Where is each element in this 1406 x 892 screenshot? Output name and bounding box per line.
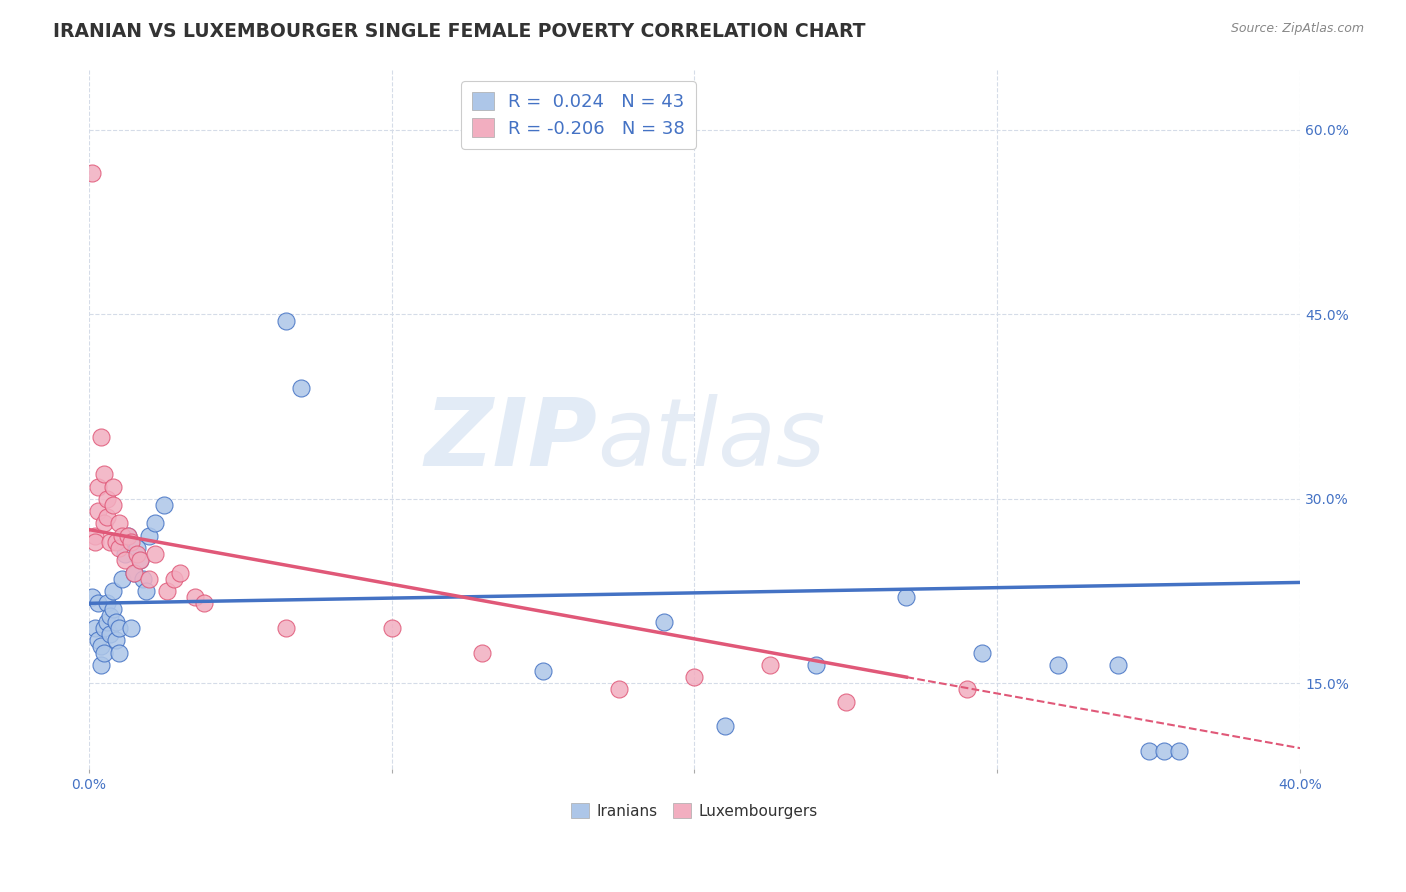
Point	[96, 615, 118, 629]
Point	[129, 553, 152, 567]
Point	[93, 516, 115, 531]
Point	[108, 621, 131, 635]
Point	[98, 608, 121, 623]
Point	[896, 590, 918, 604]
Point	[531, 664, 554, 678]
Point	[111, 572, 134, 586]
Point	[83, 534, 105, 549]
Point	[274, 313, 297, 327]
Point	[122, 566, 145, 580]
Legend: Iranians, Luxembourgers: Iranians, Luxembourgers	[564, 797, 824, 825]
Point	[87, 596, 110, 610]
Point	[381, 621, 404, 635]
Point	[105, 615, 128, 629]
Point	[956, 682, 979, 697]
Point	[1168, 744, 1191, 758]
Point	[90, 430, 112, 444]
Point	[129, 553, 152, 567]
Point	[117, 529, 139, 543]
Point	[80, 590, 103, 604]
Point	[80, 166, 103, 180]
Point	[101, 584, 124, 599]
Point	[713, 719, 735, 733]
Point	[156, 584, 179, 599]
Point	[87, 633, 110, 648]
Point	[101, 479, 124, 493]
Point	[471, 646, 494, 660]
Point	[122, 566, 145, 580]
Point	[101, 498, 124, 512]
Point	[93, 467, 115, 482]
Text: ZIP: ZIP	[425, 394, 598, 486]
Point	[683, 670, 706, 684]
Point	[96, 510, 118, 524]
Point	[90, 640, 112, 654]
Point	[87, 504, 110, 518]
Point	[138, 529, 160, 543]
Point	[274, 621, 297, 635]
Point	[120, 621, 142, 635]
Point	[120, 534, 142, 549]
Point	[759, 657, 782, 672]
Point	[98, 627, 121, 641]
Point	[1153, 744, 1175, 758]
Point	[96, 491, 118, 506]
Point	[111, 529, 134, 543]
Text: atlas: atlas	[598, 394, 825, 485]
Text: IRANIAN VS LUXEMBOURGER SINGLE FEMALE POVERTY CORRELATION CHART: IRANIAN VS LUXEMBOURGER SINGLE FEMALE PO…	[53, 22, 866, 41]
Point	[93, 646, 115, 660]
Point	[153, 498, 176, 512]
Point	[90, 657, 112, 672]
Text: Source: ZipAtlas.com: Source: ZipAtlas.com	[1230, 22, 1364, 36]
Point	[135, 584, 157, 599]
Point	[290, 381, 312, 395]
Point	[1137, 744, 1160, 758]
Point	[98, 534, 121, 549]
Point	[652, 615, 675, 629]
Point	[114, 553, 136, 567]
Point	[162, 572, 184, 586]
Point	[1107, 657, 1129, 672]
Point	[108, 541, 131, 555]
Point	[105, 633, 128, 648]
Point	[835, 695, 858, 709]
Point	[169, 566, 191, 580]
Point	[83, 621, 105, 635]
Point	[108, 516, 131, 531]
Point	[117, 529, 139, 543]
Point	[105, 534, 128, 549]
Point	[101, 602, 124, 616]
Point	[132, 572, 155, 586]
Point	[83, 529, 105, 543]
Point	[145, 547, 167, 561]
Point	[184, 590, 207, 604]
Point	[96, 596, 118, 610]
Point	[127, 547, 149, 561]
Point	[93, 621, 115, 635]
Point	[193, 596, 215, 610]
Point	[1046, 657, 1069, 672]
Point	[145, 516, 167, 531]
Point	[804, 657, 827, 672]
Point	[127, 541, 149, 555]
Point	[108, 646, 131, 660]
Point	[607, 682, 630, 697]
Point	[114, 547, 136, 561]
Point	[87, 479, 110, 493]
Point	[138, 572, 160, 586]
Point	[972, 646, 994, 660]
